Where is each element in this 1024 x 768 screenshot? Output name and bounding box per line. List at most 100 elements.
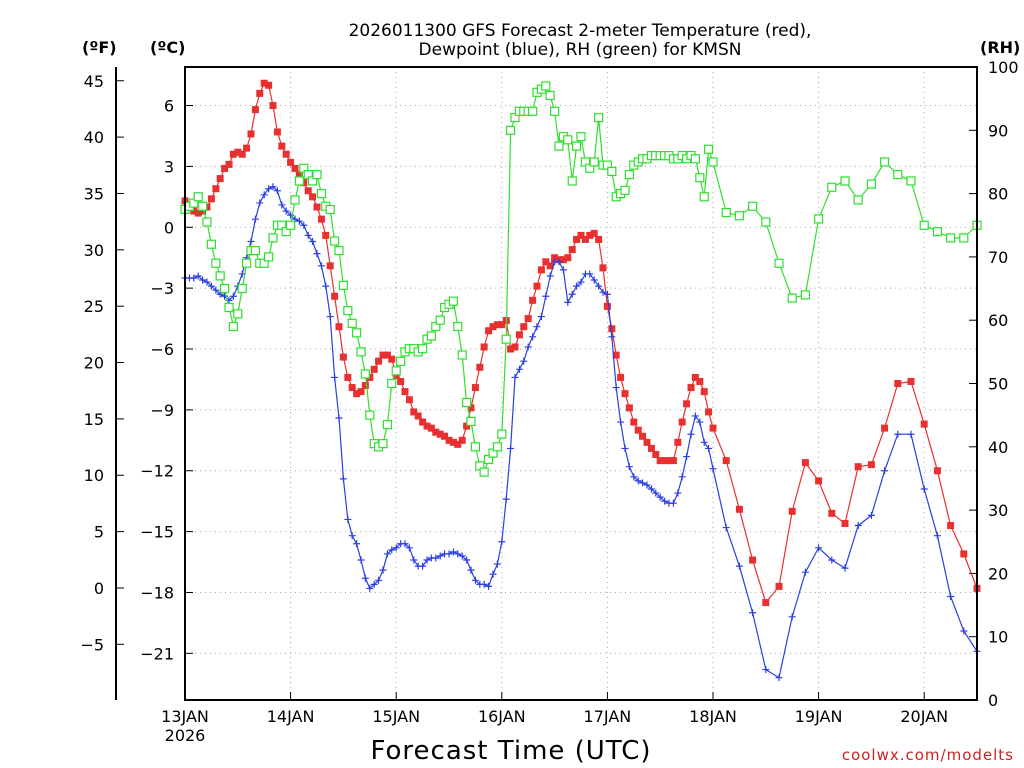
temperature-point [282, 150, 290, 158]
temperature-point [269, 102, 277, 110]
rh-point [264, 252, 274, 262]
celsius-tick-label: −9 [150, 401, 174, 420]
dewpoint-point [621, 444, 629, 452]
dewpoint-point [322, 282, 330, 290]
temperature-point [216, 175, 224, 183]
rh-point [879, 157, 890, 167]
dewpoint-point [485, 582, 493, 590]
temperature-point [595, 235, 603, 243]
temperature-point [441, 432, 449, 440]
dewpoint-point [867, 511, 875, 519]
dewpoint-point [203, 278, 211, 286]
rh-point [220, 283, 230, 294]
rh-point [505, 125, 516, 135]
dewpoint-point [212, 286, 220, 294]
temperature-point [273, 128, 281, 136]
fahrenheit-tick-label: 45 [84, 72, 104, 91]
dewpoint-point [251, 215, 259, 223]
dewpoint-point [419, 562, 427, 570]
rh-point [211, 258, 221, 268]
dewpoint-point [722, 524, 730, 532]
fahrenheit-tick-label: 20 [84, 354, 104, 373]
dewpoint-point [278, 201, 286, 209]
temperature-point [234, 148, 242, 156]
temperature-point [511, 343, 519, 351]
rh-tick-label: 70 [988, 248, 1008, 267]
rh-point [343, 306, 353, 316]
rh-point [567, 176, 577, 186]
dewpoint-point [577, 278, 585, 286]
temperature-point [801, 459, 809, 467]
rh-point [334, 245, 344, 256]
rh-point [699, 192, 709, 202]
rh-point [708, 157, 718, 167]
dewpoint-point [920, 485, 928, 493]
dewpoint-point [533, 323, 541, 331]
temperature-point [647, 444, 655, 452]
fahrenheit-tick-label: 5 [94, 523, 104, 542]
temperature-point [533, 282, 541, 290]
rh-tick-label: 40 [988, 438, 1008, 457]
temperature-point [894, 380, 902, 387]
dewpoint-point [423, 556, 431, 564]
dewpoint-point [326, 313, 334, 321]
temperature-point [639, 432, 647, 440]
rh-point [316, 189, 327, 199]
temperature-point [361, 382, 369, 390]
x-tick-label: 16JAN [478, 707, 526, 726]
dewpoint-point [801, 568, 809, 576]
temperature-point [854, 463, 862, 471]
dewpoint-point [564, 298, 572, 306]
dewpoint-point [788, 613, 796, 621]
temperature-point [590, 229, 598, 237]
temperature-point [498, 321, 506, 329]
dewpoint-point [815, 544, 823, 552]
dewpoint-point [683, 453, 691, 461]
rh-point [945, 233, 956, 243]
dewpoint-point [229, 292, 237, 300]
rh-point [435, 315, 445, 325]
temperature-point [687, 384, 695, 392]
temperature-point [260, 79, 268, 87]
rh-tick-label: 10 [988, 628, 1008, 647]
temperature-point [625, 404, 633, 412]
temperature-point [630, 418, 638, 426]
temperature-point [524, 315, 532, 323]
temperature-point [652, 451, 660, 459]
rh-point [932, 226, 943, 237]
temperature-point [867, 461, 875, 469]
rh-tick-label: 100 [988, 58, 1019, 77]
dewpoint-point [353, 540, 361, 548]
rh-point [360, 369, 370, 379]
celsius-tick-label: 0 [164, 218, 174, 237]
rh-point [607, 166, 617, 177]
dewpoint-point [260, 191, 268, 199]
dewpoint-point [405, 544, 413, 552]
series-layer [180, 79, 982, 682]
temperature-point [608, 325, 616, 333]
temperature-point [788, 507, 796, 515]
dewpoint-point [401, 540, 409, 548]
rh-point [492, 442, 502, 452]
dewpoint-point [489, 570, 497, 578]
dewpoint-point [854, 522, 862, 530]
rh-tick-label: 30 [988, 501, 1008, 520]
fahrenheit-tick-label: 35 [84, 184, 104, 203]
x-tick-label: 13JAN [161, 707, 209, 726]
rh-point [690, 154, 700, 164]
temperature-point [278, 142, 286, 150]
rh-unit-label: (RH) [980, 38, 1020, 57]
rh-point [356, 347, 366, 357]
temperature-point [291, 164, 299, 172]
dewpoint-point [700, 438, 708, 446]
temperature-point [265, 81, 273, 89]
temperature-point [920, 420, 928, 428]
temperature-point [612, 351, 620, 359]
celsius-tick-label: −15 [140, 523, 174, 542]
rh-point [541, 81, 551, 91]
rh-point [787, 293, 797, 303]
x-tick-label: 18JAN [689, 707, 737, 726]
temperature-point [933, 467, 941, 475]
dewpoint-point [392, 544, 400, 552]
